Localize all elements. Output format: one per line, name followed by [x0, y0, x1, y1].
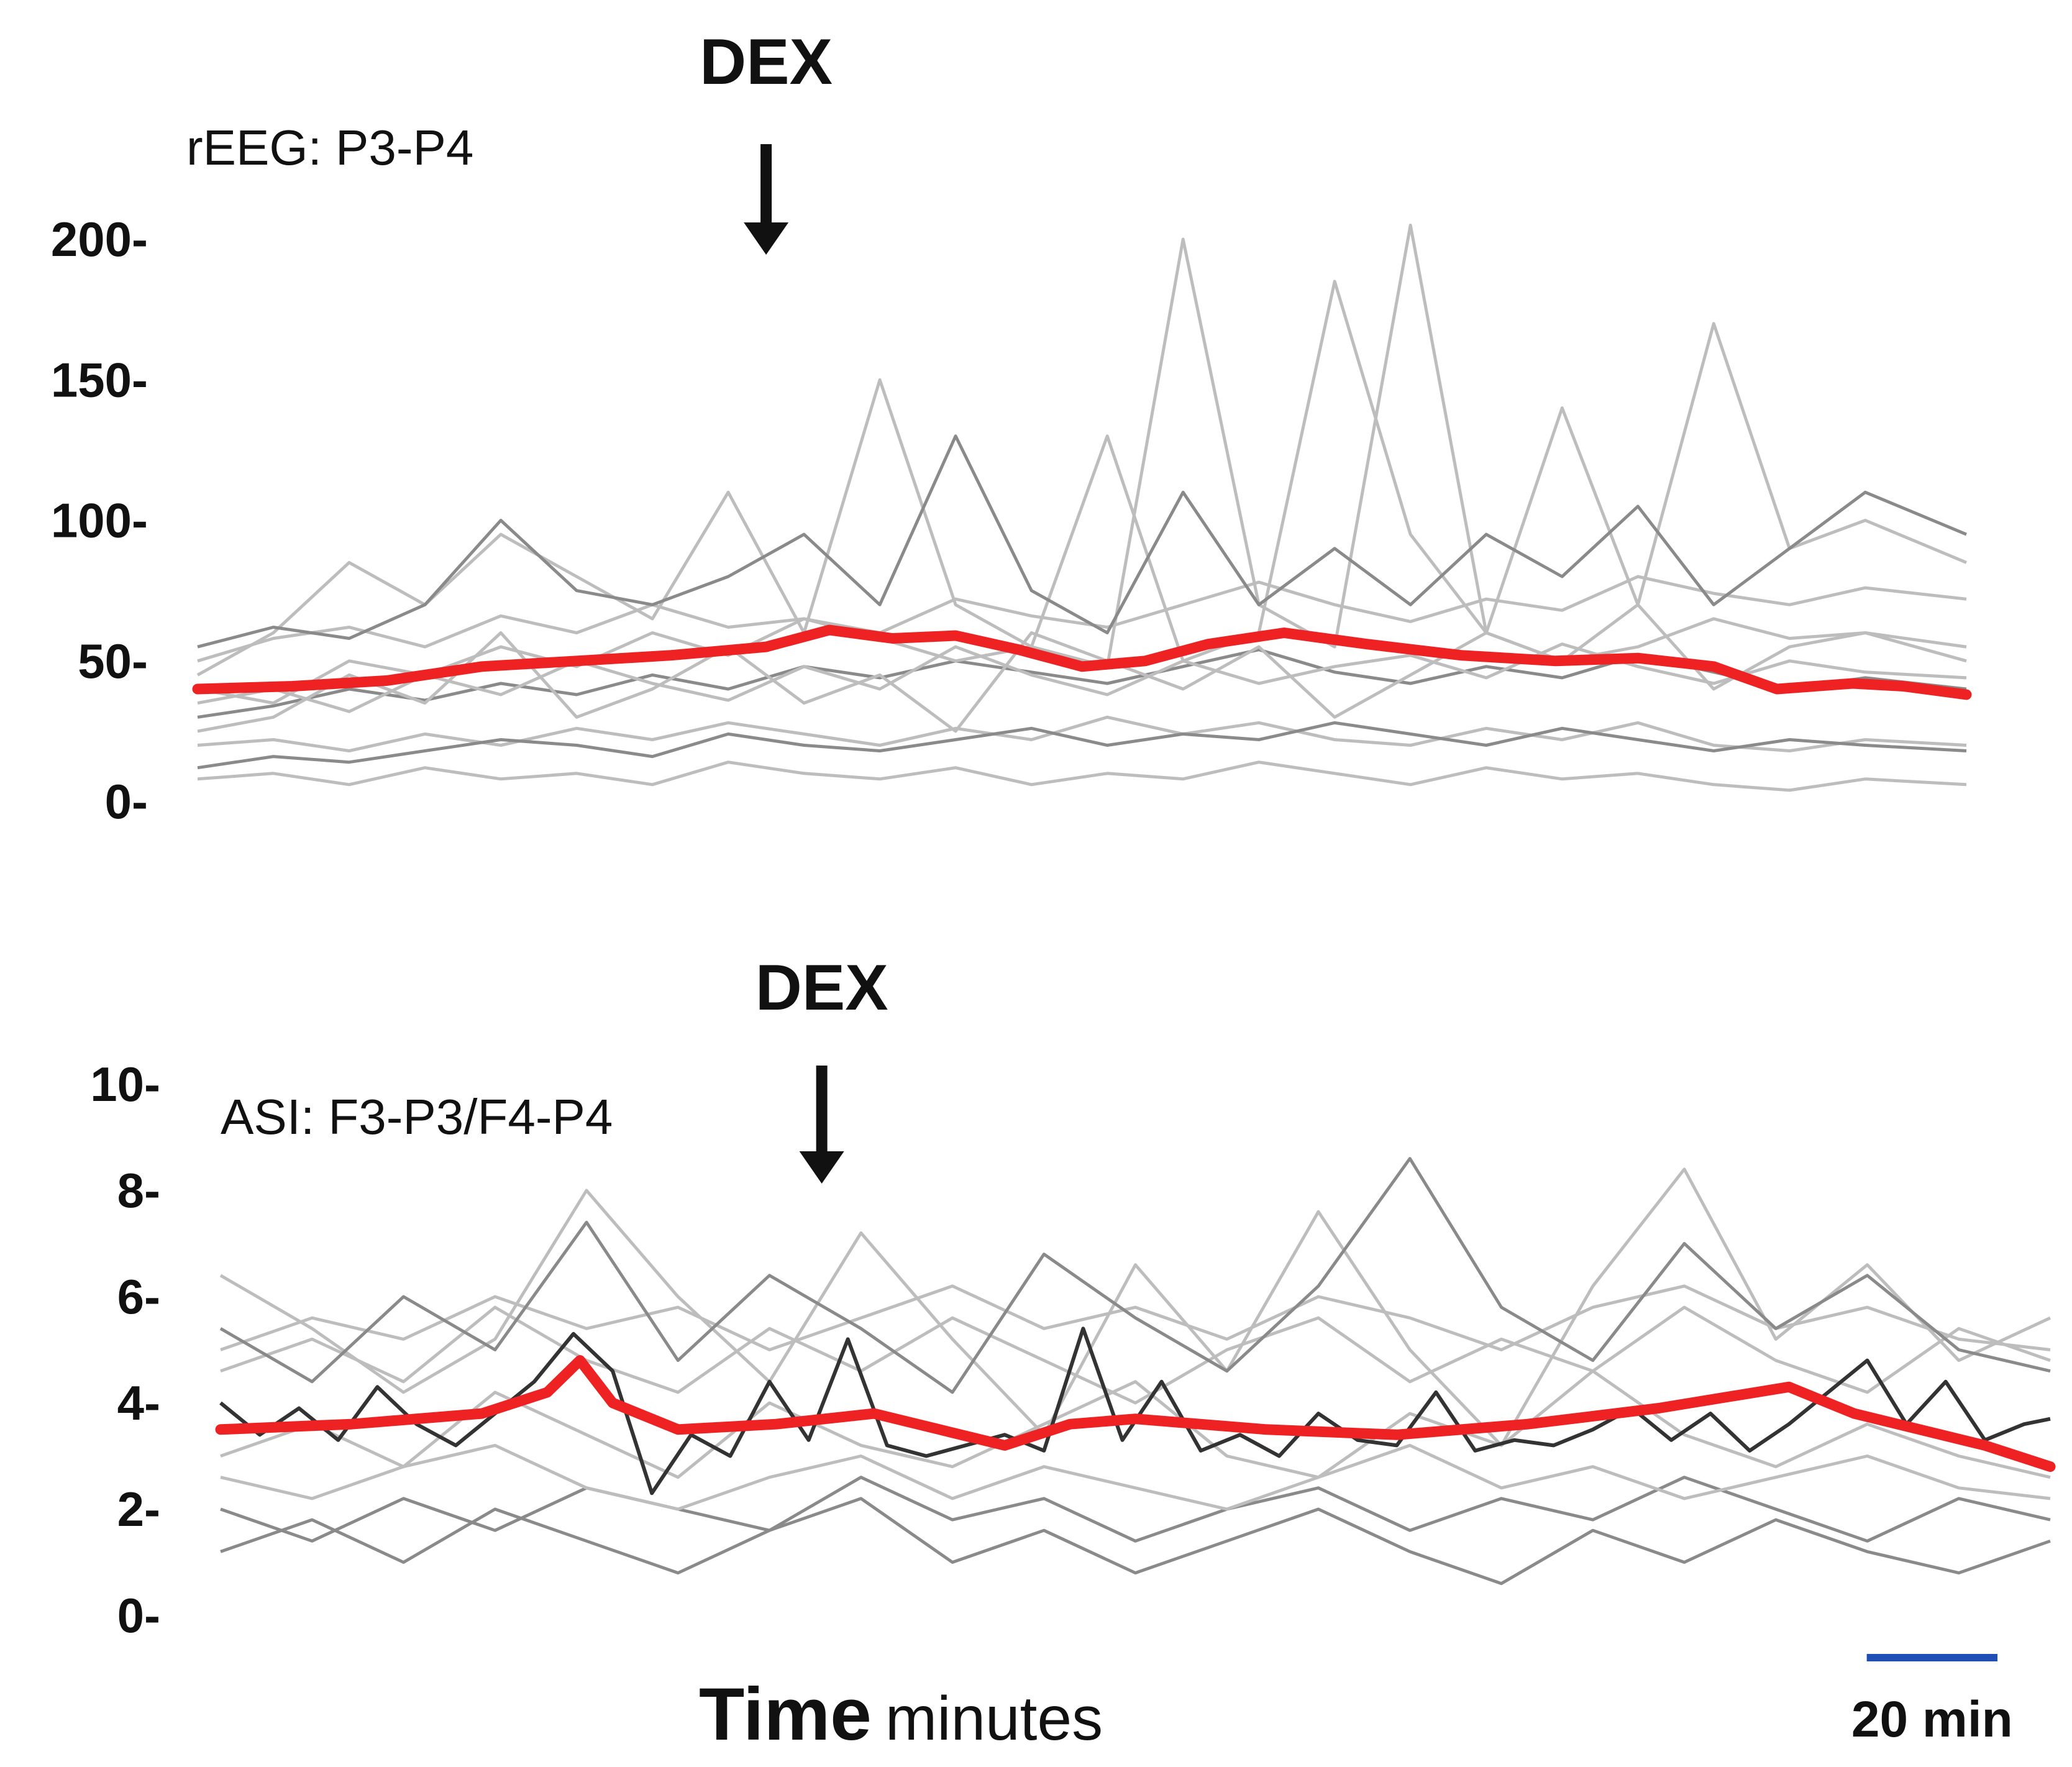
mean-trace [192, 624, 1972, 700]
asi-dex-arrow-icon [799, 1066, 844, 1184]
scale-bar-line [1866, 1654, 1997, 1661]
y-tick-label: 0- [117, 1588, 160, 1643]
reeg-panel-label: rEEG: P3-P4 [186, 120, 473, 175]
individual-trace [220, 1497, 2051, 1586]
asi-mean-trace [215, 1355, 2056, 1472]
individual-trace [220, 1369, 2051, 1479]
reeg-panel: 0- 50- 100- 150- 200- rEEG: P3-P4 DEX [51, 26, 1972, 829]
x-axis-title: Time minutes [699, 1673, 1103, 1756]
individual-trace [197, 642, 1967, 713]
arrow-head [799, 1151, 844, 1184]
reeg-y-ticks: 0- 50- 100- 150- 200- [51, 212, 148, 829]
individual-trace [197, 715, 1967, 752]
arrow-head [744, 222, 789, 255]
individual-trace [219, 1167, 2051, 1447]
y-tick-label: 100- [51, 493, 148, 548]
individual-trace [197, 603, 1967, 733]
y-tick-label: 6- [117, 1269, 160, 1324]
y-tick-label: 50- [78, 634, 148, 688]
individual-trace [197, 434, 1967, 649]
reeg-individual-traces [196, 223, 1967, 792]
y-tick-label: 10- [90, 1057, 160, 1112]
y-tick-label: 0- [105, 774, 148, 829]
individual-trace [197, 223, 1967, 705]
y-tick-label: 2- [117, 1482, 160, 1536]
asi-dex-label: DEX [755, 952, 888, 1024]
individual-trace [220, 1476, 2051, 1543]
x-axis-title-unit: minutes [885, 1684, 1103, 1753]
individual-trace [219, 1157, 2051, 1394]
individual-trace [196, 280, 1967, 677]
individual-trace [197, 575, 1967, 663]
arrow-shaft [760, 144, 772, 230]
y-tick-label: 8- [117, 1163, 160, 1218]
individual-trace [220, 1305, 2051, 1405]
reeg-dex-arrow-icon [744, 144, 789, 255]
individual-trace [197, 721, 1967, 770]
individual-trace [220, 1443, 2051, 1511]
scale-bar-label: 20 min [1851, 1691, 2013, 1748]
asi-y-ticks: 0- 2- 4- 6- 8- 10- [90, 1057, 160, 1643]
asi-highlight-trace [219, 1326, 2051, 1495]
reeg-dex-label: DEX [700, 26, 833, 98]
asi-panel: 0- 2- 4- 6- 8- 10- ASI: F3-P3/F4-P4 DEX [90, 952, 2056, 1643]
reeg-mean-trace [192, 624, 1972, 700]
y-tick-label: 150- [51, 352, 148, 407]
scale-bar: 20 min [1851, 1654, 2013, 1748]
asi-individual-traces [219, 1157, 2051, 1586]
arrow-shaft [816, 1066, 828, 1159]
y-tick-label: 4- [117, 1376, 160, 1430]
asi-panel-label: ASI: F3-P3/F4-P4 [221, 1089, 613, 1144]
highlight-trace [219, 1326, 2051, 1495]
mean-trace [215, 1355, 2056, 1472]
x-axis-title-bold: Time [699, 1673, 872, 1756]
y-tick-label: 200- [51, 212, 148, 267]
individual-trace [197, 760, 1967, 792]
